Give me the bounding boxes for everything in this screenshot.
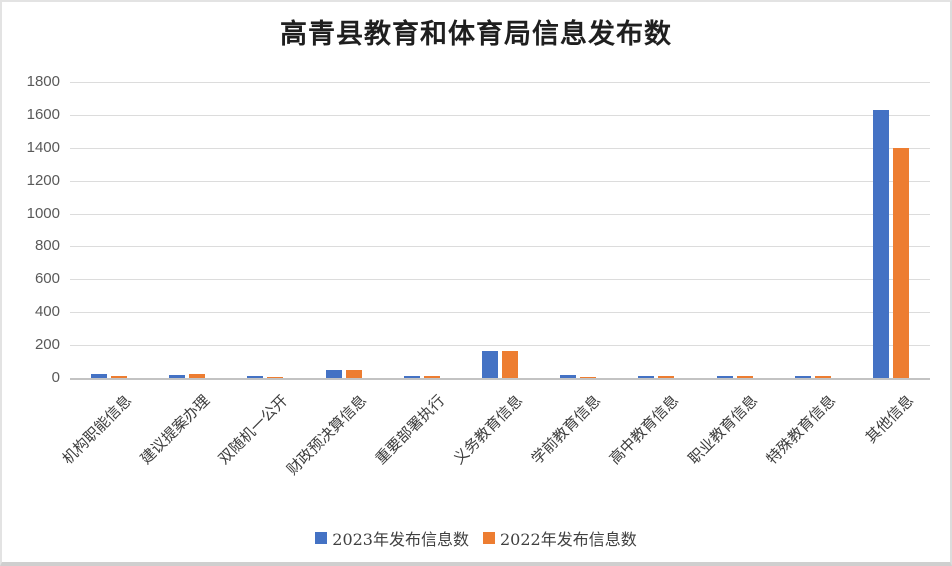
- gridline: [70, 214, 930, 215]
- x-axis-line: [70, 378, 930, 380]
- gridline: [70, 312, 930, 313]
- y-axis-tick-label: 800: [34, 237, 60, 254]
- y-axis-tick-label: 1600: [26, 106, 60, 123]
- x-axis-category-label: 机构职能信息: [58, 391, 136, 468]
- gridline: [70, 279, 930, 280]
- bar-2023: [169, 375, 185, 378]
- legend-swatch-2023-icon: [315, 532, 328, 544]
- y-axis-tick-label: 600: [34, 270, 60, 287]
- bar-2023: [560, 375, 576, 378]
- y-axis-tick-label: 200: [34, 336, 60, 353]
- legend-item-2023: 2023年发布信息数: [315, 526, 469, 550]
- x-axis-category-label: 财政预决算信息: [283, 391, 371, 479]
- x-axis-category-label: 职业教育信息: [684, 391, 762, 468]
- bar-2023: [91, 374, 107, 378]
- x-axis-category-label: 高中教育信息: [605, 391, 683, 468]
- bar-2023: [873, 110, 889, 378]
- gridline: [70, 246, 930, 247]
- bar-2022: [502, 351, 518, 378]
- legend-item-2022: 2022年发布信息数: [483, 526, 637, 550]
- bar-2023: [247, 376, 263, 378]
- legend-label-2022: 2022年发布信息数: [500, 530, 637, 549]
- gridline: [70, 115, 930, 116]
- legend-label-2023: 2023年发布信息数: [332, 530, 469, 549]
- gridline: [70, 345, 930, 346]
- y-axis-tick-label: 1400: [26, 139, 60, 156]
- bar-2022: [189, 374, 205, 378]
- x-axis-category-label: 建议提案办理: [136, 391, 214, 468]
- bar-2022: [737, 376, 753, 378]
- bar-2022: [346, 370, 362, 378]
- y-axis-tick-label: 1200: [26, 172, 60, 189]
- bar-2023: [326, 370, 342, 378]
- bar-2023: [717, 376, 733, 378]
- bar-2022: [658, 376, 674, 378]
- gridline: [70, 181, 930, 182]
- x-axis-category-label: 义务教育信息: [449, 391, 527, 468]
- x-axis-category-label: 学前教育信息: [527, 391, 605, 468]
- chart-title: 高青县教育和体育局信息发布数: [280, 19, 672, 50]
- bar-2023: [795, 376, 811, 378]
- y-axis-tick-label: 1800: [26, 73, 60, 90]
- bar-2023: [482, 351, 498, 378]
- bar-2022: [893, 148, 909, 378]
- x-axis-category-label: 双随机一公开: [214, 391, 292, 468]
- bar-2023: [404, 376, 420, 378]
- y-axis-tick-label: 400: [34, 303, 60, 320]
- bar-2022: [111, 376, 127, 378]
- bar-2022: [815, 376, 831, 378]
- gridline: [70, 82, 930, 83]
- x-axis-category-label: 其他信息: [861, 391, 918, 447]
- legend-swatch-2022-icon: [483, 532, 495, 544]
- y-axis-tick-label: 1000: [26, 205, 60, 222]
- bar-2022: [424, 376, 440, 378]
- x-axis-category-label: 特殊教育信息: [762, 391, 840, 468]
- x-axis-category-label: 重要部署执行: [371, 391, 449, 468]
- legend: 2023年发布信息数 2022年发布信息数: [2, 526, 950, 550]
- gridline: [70, 148, 930, 149]
- bar-2023: [638, 376, 654, 378]
- y-axis-tick-label: 0: [51, 369, 60, 386]
